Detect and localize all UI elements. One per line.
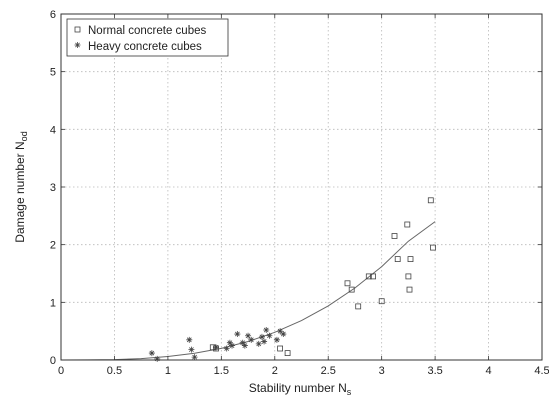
x-tick-label: 4 xyxy=(485,365,491,377)
y-tick-label: 2 xyxy=(50,240,56,252)
x-axis-label: Stability number Ns xyxy=(249,381,352,397)
x-tick-label: 3.5 xyxy=(427,365,442,377)
heavy-cube-point xyxy=(274,337,280,343)
y-axis-label: Damage number Nod xyxy=(13,131,29,242)
x-tick-label: 1 xyxy=(165,365,171,377)
x-tick-label: 1.5 xyxy=(214,365,229,377)
heavy-cube-point xyxy=(261,339,267,345)
y-tick-label: 0 xyxy=(50,355,56,367)
x-tick-label: 0 xyxy=(58,365,64,377)
x-tick-label: 2.5 xyxy=(321,365,336,377)
y-tick-label: 3 xyxy=(50,182,56,194)
y-axis-label-subscript: od xyxy=(19,131,29,141)
x-tick-label: 4.5 xyxy=(534,365,549,377)
heavy-cube-point xyxy=(256,341,262,347)
y-tick-label: 6 xyxy=(50,9,56,21)
legend-star-marker xyxy=(75,42,81,48)
legend-label-normal: Normal concrete cubes xyxy=(88,25,206,37)
x-tick-label: 2 xyxy=(272,365,278,377)
y-tick-label: 1 xyxy=(50,297,56,309)
legend-label-heavy: Heavy concrete cubes xyxy=(88,41,202,53)
y-tick-label: 5 xyxy=(50,67,56,79)
y-tick-label: 4 xyxy=(50,124,56,136)
legend: Normal concrete cubes Heavy concrete cub… xyxy=(67,19,228,56)
x-tick-label: 3 xyxy=(379,365,385,377)
x-tick-label: 0.5 xyxy=(107,365,122,377)
x-axis-label-subscript: s xyxy=(347,387,352,397)
